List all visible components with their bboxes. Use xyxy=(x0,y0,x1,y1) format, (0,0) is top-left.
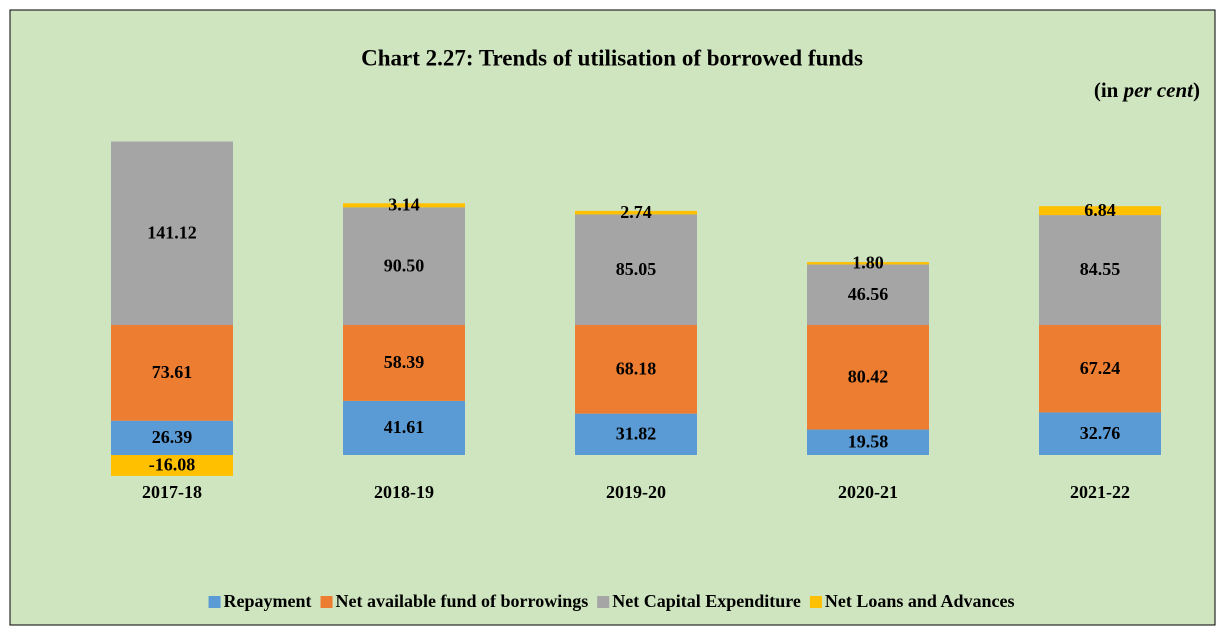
data-label: 1.80 xyxy=(852,252,884,272)
data-label: 31.82 xyxy=(616,423,657,443)
data-label: 2.74 xyxy=(620,202,652,222)
x-tick-label: 2020-21 xyxy=(838,482,898,502)
bar-segment xyxy=(575,214,697,325)
bar-segment xyxy=(575,325,697,414)
legend-label: Net available fund of borrowings xyxy=(336,591,589,611)
data-label: 6.84 xyxy=(1084,200,1116,220)
bar-segment xyxy=(111,420,233,455)
bar-segment xyxy=(111,455,233,476)
bar-segment xyxy=(807,264,929,325)
x-tick-label: 2018-19 xyxy=(374,482,434,502)
legend-swatch xyxy=(208,596,221,608)
data-label: 41.61 xyxy=(384,417,425,437)
unit-text: per cent xyxy=(1122,78,1195,102)
legend-label: Net Loans and Advances xyxy=(825,591,1015,611)
bar-segment xyxy=(1039,412,1161,455)
x-tick-label: 2017-18 xyxy=(142,482,202,502)
unit-label: (in per cent) xyxy=(1094,78,1200,102)
x-tick-label: 2021-22 xyxy=(1070,482,1130,502)
bar-segment xyxy=(343,400,465,455)
data-label: 46.56 xyxy=(848,284,889,304)
data-label: 58.39 xyxy=(384,352,425,372)
data-label: 85.05 xyxy=(616,259,657,279)
data-label: 68.18 xyxy=(616,358,657,378)
bar-segment xyxy=(1039,215,1161,325)
bar-segment xyxy=(575,210,697,215)
bar-segment xyxy=(111,325,233,421)
unit-text: ) xyxy=(1193,78,1200,102)
bar-segment xyxy=(343,325,465,401)
bar-segment xyxy=(807,325,929,430)
bar-segment xyxy=(1039,325,1161,413)
bar-segment xyxy=(111,141,233,325)
data-label: 141.12 xyxy=(147,222,197,242)
bar-segment xyxy=(807,429,929,455)
data-label: 90.50 xyxy=(384,255,425,275)
data-label: 26.39 xyxy=(152,427,193,447)
bar-segment xyxy=(1039,206,1161,216)
legend-swatch xyxy=(809,596,822,608)
data-label: 67.24 xyxy=(1080,358,1121,378)
bar-segment xyxy=(343,207,465,325)
bar-segment xyxy=(807,262,929,265)
data-label: 73.61 xyxy=(152,362,193,382)
legend-label: Repayment xyxy=(224,591,312,611)
data-label: 3.14 xyxy=(388,194,420,214)
data-label: -16.08 xyxy=(149,455,196,475)
legend-swatch xyxy=(320,596,333,608)
data-label: 19.58 xyxy=(848,431,889,451)
data-label: 80.42 xyxy=(848,366,889,386)
legend-label: Net Capital Expenditure xyxy=(612,591,801,611)
legend-swatch xyxy=(597,596,610,608)
unit-text: (in xyxy=(1094,78,1124,102)
bar-segment xyxy=(343,203,465,208)
bar-segment xyxy=(575,413,697,455)
chart-title: Chart 2.27: Trends of utilisation of bor… xyxy=(361,45,863,70)
data-label: 32.76 xyxy=(1080,423,1121,443)
x-tick-label: 2019-20 xyxy=(606,482,666,502)
data-label: 84.55 xyxy=(1080,259,1121,279)
